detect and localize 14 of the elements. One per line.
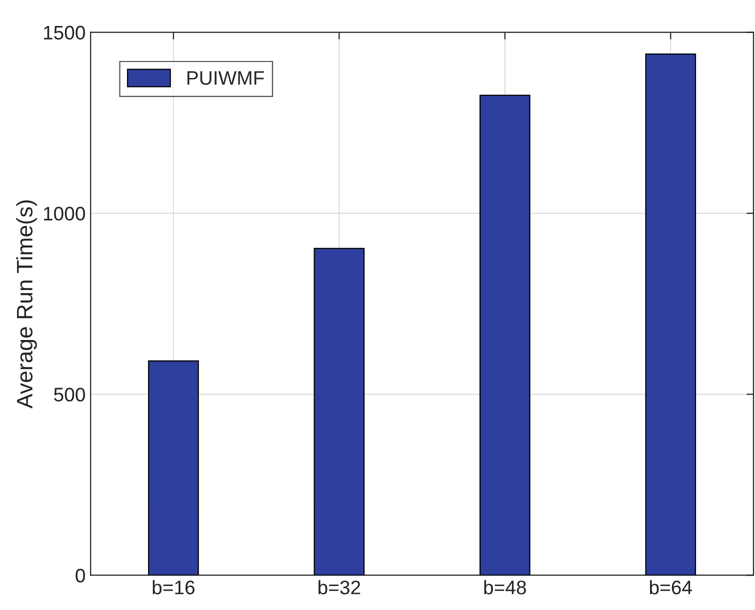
y-tick-label: 500	[54, 388, 85, 402]
y-tick-label: 1000	[44, 206, 85, 221]
legend-label: PUIWMF	[187, 71, 264, 85]
bar	[148, 360, 199, 576]
x-tick-label: b=32	[318, 580, 360, 594]
bar	[479, 94, 530, 576]
y-tick-label: 1500	[44, 26, 85, 40]
bar	[645, 53, 696, 576]
x-tick-label: b=64	[650, 580, 692, 594]
bar	[314, 248, 365, 576]
x-tick-label: b=16	[152, 580, 195, 594]
x-tick-label: b=48	[484, 580, 526, 594]
y-tick-label: 0	[76, 568, 85, 582]
y-axis-title: Average Run Time(s)	[16, 200, 37, 409]
